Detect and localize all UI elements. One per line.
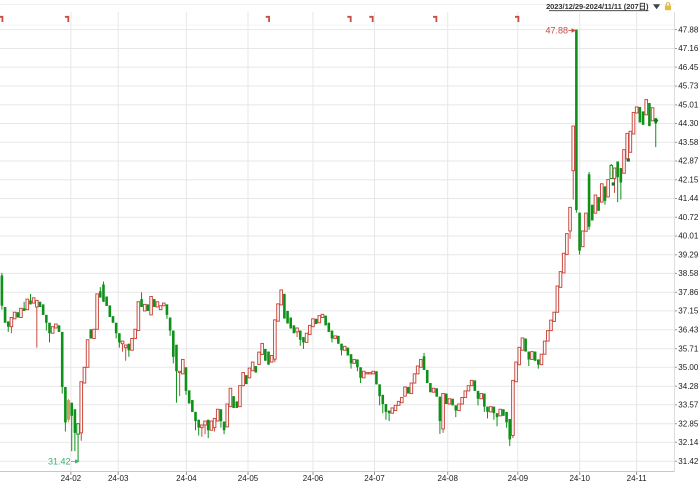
svg-text:32.85: 32.85 — [678, 419, 699, 428]
svg-text:42.15: 42.15 — [678, 176, 699, 185]
svg-text:37.15: 37.15 — [678, 307, 699, 316]
svg-text:32.14: 32.14 — [678, 438, 699, 447]
svg-text:47.88: 47.88 — [678, 25, 699, 34]
svg-text:24-10: 24-10 — [569, 474, 590, 483]
svg-text:24-06: 24-06 — [303, 474, 324, 483]
svg-text:47.16: 47.16 — [678, 44, 699, 53]
svg-text:31.42: 31.42 — [48, 457, 71, 467]
svg-text:24-09: 24-09 — [508, 474, 529, 483]
svg-text:45.73: 45.73 — [678, 82, 699, 91]
svg-text:35.71: 35.71 — [678, 344, 699, 353]
svg-text:33.57: 33.57 — [678, 401, 699, 410]
svg-text:41.44: 41.44 — [678, 194, 699, 203]
svg-text:24-07: 24-07 — [364, 474, 385, 483]
svg-text:45.01: 45.01 — [678, 101, 699, 110]
svg-text:24-02: 24-02 — [61, 474, 82, 483]
svg-text:40.72: 40.72 — [678, 213, 699, 222]
svg-text:31.42: 31.42 — [678, 457, 699, 466]
svg-text:37.86: 37.86 — [678, 288, 699, 297]
svg-text:40.01: 40.01 — [678, 232, 699, 241]
svg-text:24-11: 24-11 — [627, 474, 647, 483]
svg-text:34.28: 34.28 — [678, 382, 699, 391]
svg-text:47.88: 47.88 — [545, 26, 568, 36]
svg-text:36.43: 36.43 — [678, 326, 699, 335]
svg-text:24-08: 24-08 — [437, 474, 458, 483]
svg-text:24-05: 24-05 — [238, 474, 259, 483]
svg-text:46.45: 46.45 — [678, 63, 699, 72]
svg-text:24-03: 24-03 — [108, 474, 129, 483]
svg-text:2023/12/29-2024/11/11 (207日): 2023/12/29-2024/11/11 (207日) — [546, 2, 649, 11]
svg-text:39.29: 39.29 — [678, 251, 699, 260]
svg-text:42.87: 42.87 — [678, 157, 699, 166]
svg-text:35.00: 35.00 — [678, 363, 699, 372]
svg-text:43.58: 43.58 — [678, 138, 699, 147]
svg-text:38.58: 38.58 — [678, 269, 699, 278]
svg-text:24-04: 24-04 — [176, 474, 197, 483]
svg-text:44.30: 44.30 — [678, 119, 699, 128]
